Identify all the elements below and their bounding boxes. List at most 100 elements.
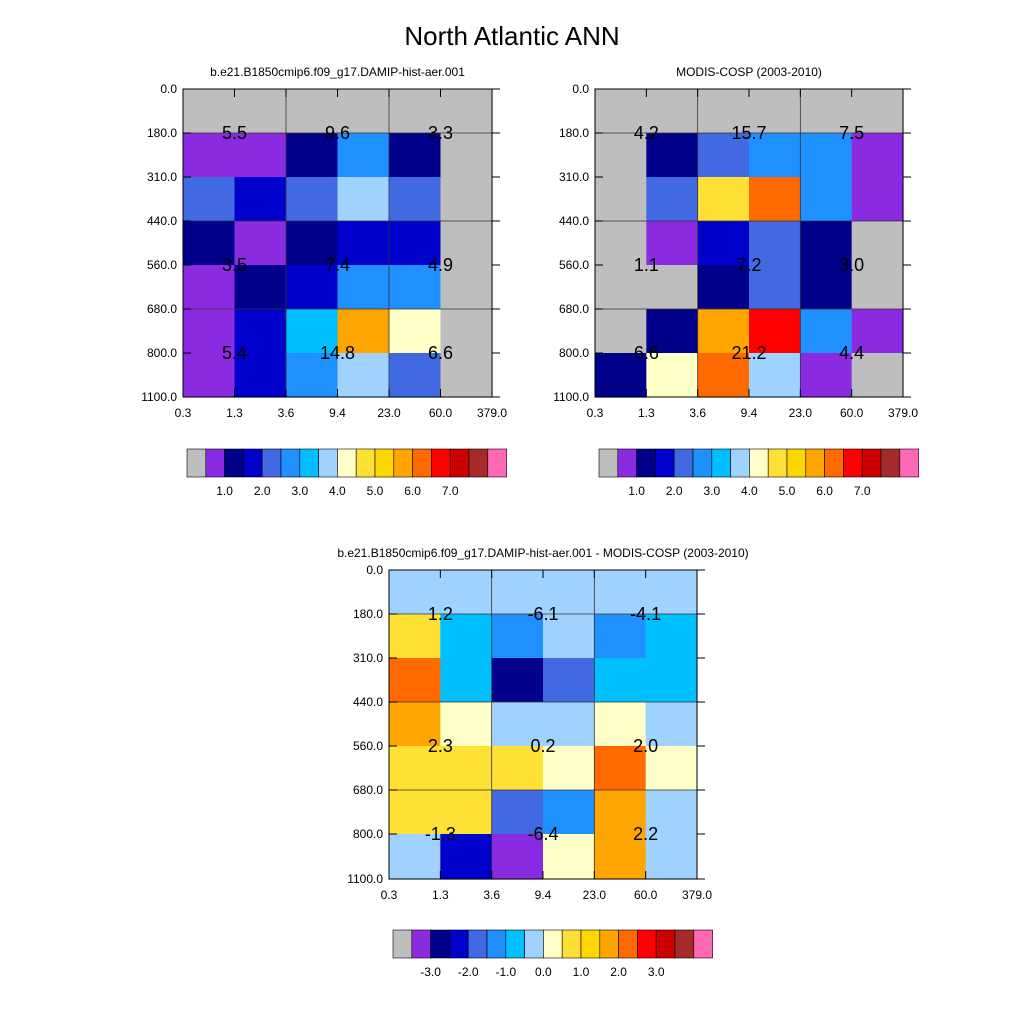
y-tick-label: 560.0 [559,258,589,272]
x-tick-label: 379.0 [477,406,507,420]
x-tick-label: 60.0 [429,406,453,420]
heatmap-cell [749,309,801,354]
cell-value-label: -6.4 [527,824,558,844]
heatmap-cell [851,221,904,266]
colorbar-box [186,448,207,478]
heatmap-cell [389,834,441,880]
cell-value-label: 2.0 [633,736,658,756]
heatmap-cell [594,746,647,791]
heatmap-cell [389,177,442,222]
colorbar-box [449,929,469,959]
heatmap-cell [851,309,904,354]
colorbar-label: 2.0 [610,965,627,979]
colorbar-label: 5.0 [367,484,384,498]
heatmap-cell [697,177,750,222]
heatmap-cell [800,309,853,354]
cell-value-label: 9.6 [325,123,350,143]
heatmap-cell [440,89,493,134]
heatmap-cell [491,614,544,659]
x-tick-label: 1.3 [638,406,655,420]
colorbar-box [637,929,657,959]
heatmap-cell [595,177,647,222]
heatmap-cell [595,89,647,134]
heatmap-cell [389,570,441,615]
heatmap-cell [234,221,287,266]
y-tick-label: 680.0 [559,302,589,316]
heatmap-cell [440,177,493,222]
heatmap-cell [491,746,544,791]
colorbar-box [617,448,637,478]
cell-value-label: 6.6 [428,343,453,363]
heatmap-cell [645,702,698,747]
heatmap-cell [749,133,801,178]
heatmap-cell [440,265,493,310]
colorbar-label: 2.0 [254,484,271,498]
colorbar-label: 6.0 [816,484,833,498]
colorbar-box [412,448,432,478]
cell-value-label: 7.2 [736,255,761,275]
panel-observation: MODIS-COSP (2003-2010) 0.0 180.0 310.0 440.0… [553,65,919,498]
heatmap-cell [646,133,699,178]
y-tick-label: 310.0 [147,170,177,184]
heatmap-cell [337,133,390,178]
heatmap-cell [697,353,750,398]
heatmap-cell [800,221,853,266]
y-tick-label: 560.0 [147,258,177,272]
panel-title: MODIS-COSP (2003-2010) [676,65,822,79]
y-tick-label: 440.0 [147,214,177,228]
heatmap-cell [697,133,750,178]
heatmap-cell [749,89,801,134]
y-tick-label: 310.0 [559,170,589,184]
heatmap-cell [645,658,698,703]
x-tick-label: 9.4 [741,406,758,420]
figure-title: North Atlantic ANN [404,21,619,51]
heatmap-cell [697,221,750,266]
heatmap-cell [800,89,853,134]
colorbar-box [711,448,731,478]
heatmap-cell [389,265,442,310]
heatmap-cell [234,309,287,354]
heatmap-cell [594,614,647,659]
colorbar-box [636,448,656,478]
colorbar-box [880,448,901,478]
heatmap-cell [800,265,853,310]
heatmap-cell [851,89,904,134]
heatmap-cell [491,834,544,880]
colorbar-box [392,929,413,959]
heatmap-cell [645,834,698,880]
colorbar-label: -2.0 [458,965,479,979]
panel-difference: b.e21.B1850cmip6.f09_g17.DAMIP-hist-aer.… [337,546,748,979]
cell-value-label: 3.0 [839,255,864,275]
colorbar-box [674,929,695,959]
heatmap-cell [337,89,390,134]
heatmap-cell [286,89,339,134]
y-tick-label: 800.0 [147,346,177,360]
y-tick-label: 0.0 [160,82,177,96]
colorbar-box [280,448,301,478]
colorbar-box [355,448,376,478]
colorbar-box [786,448,807,478]
colorbar-box [524,929,544,959]
heatmap-cell [595,221,647,266]
colorbar-box [618,929,638,959]
colorbar-box [243,448,263,478]
heatmap-cell [851,177,904,222]
cell-value-label: 4.2 [634,123,659,143]
cell-value-label: 7.5 [839,123,864,143]
colorbar-label: 7.0 [854,484,871,498]
x-tick-label: 1.3 [432,888,449,902]
colorbar-box [543,929,563,959]
colorbar-box [337,448,357,478]
heatmap-cell [646,177,699,222]
heatmap-cell [646,309,699,354]
heatmap-cell [594,570,647,615]
x-tick-label: 1.3 [226,406,243,420]
heatmap-cell [337,265,390,310]
heatmap-cell [183,177,236,222]
heatmap-cell [389,89,442,134]
heatmap-cell [234,353,287,398]
heatmap-cell [183,221,236,266]
colorbar-label: 0.0 [535,965,552,979]
heatmap-cell [440,353,493,398]
colorbar-box [224,448,244,478]
